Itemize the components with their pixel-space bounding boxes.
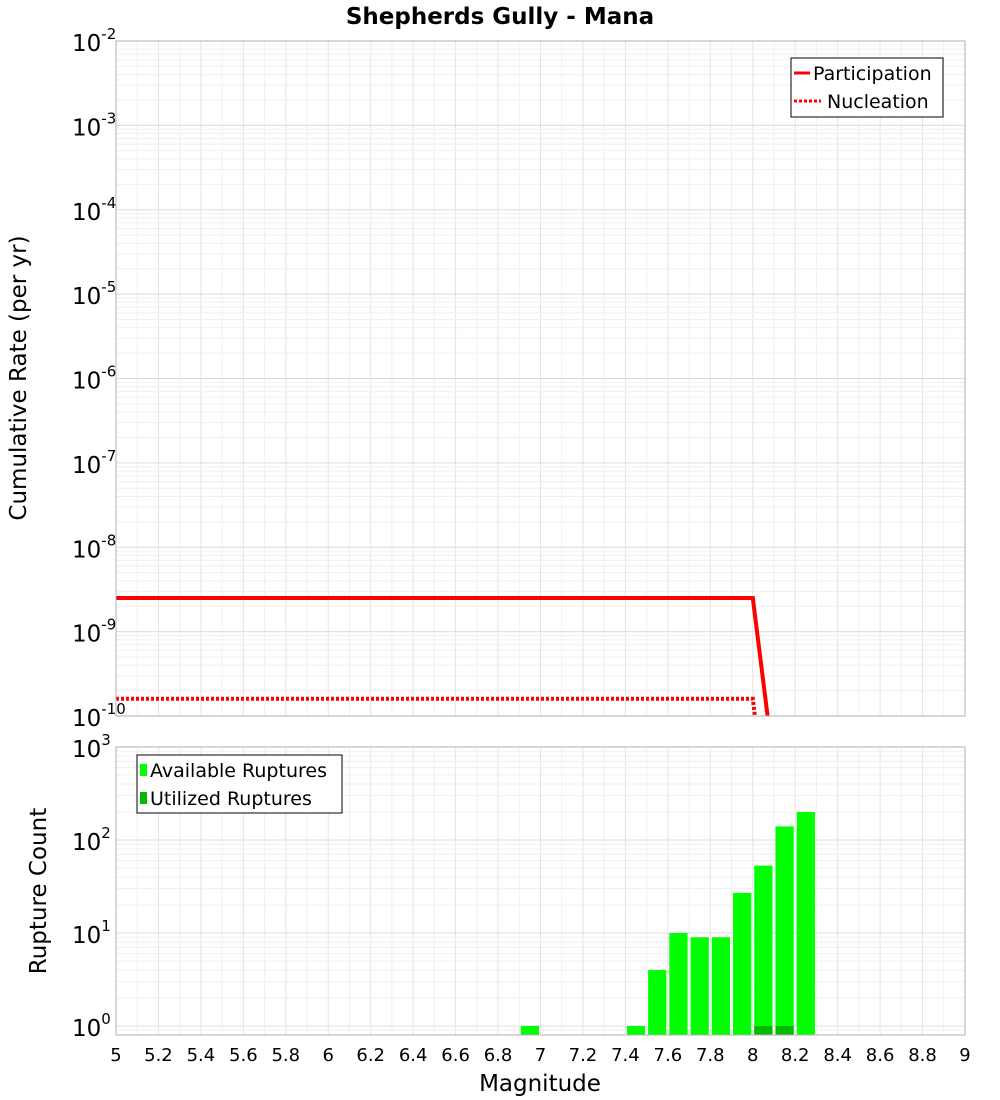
available-rupture-bar: [711, 937, 731, 1035]
rate-y-tick-label: 10-5: [72, 278, 116, 310]
x-tick-label: 8: [747, 1045, 758, 1066]
available-rupture-bar: [796, 812, 815, 1035]
legend-available-label: Available Ruptures: [150, 760, 327, 782]
x-tick-label: 8.4: [823, 1045, 852, 1066]
rate-y-tick-label: 10-8: [72, 531, 116, 563]
available-rupture-bar: [520, 1025, 539, 1035]
series-line-nucleation: [116, 696, 757, 716]
available-rupture-bar: [733, 892, 752, 1035]
legend-utilized-label: Utilized Ruptures: [150, 788, 312, 810]
rate-legend-box: [790, 57, 944, 118]
x-tick-label: 6.2: [356, 1045, 385, 1066]
rate-y-tick-label: 10-2: [72, 25, 116, 57]
x-tick-label: 7: [535, 1045, 546, 1066]
rate-y-tick-label: 10-6: [72, 363, 116, 395]
rate-y-tick-label: 10-9: [72, 616, 116, 648]
x-tick-label: 5.4: [187, 1045, 216, 1066]
x-tick-label: 5.8: [271, 1045, 300, 1066]
x-axis-label: Magnitude: [479, 1071, 601, 1097]
x-tick-label: 6: [323, 1045, 334, 1066]
x-tick-label: 7.4: [611, 1045, 640, 1066]
utilized-rupture-bar: [754, 1025, 773, 1035]
rate-plot-frame: [115, 40, 966, 717]
count-y-axis-label: Rupture Count: [26, 808, 52, 974]
x-tick-label: 7.2: [569, 1045, 598, 1066]
rate-y-tick-label: 10-7: [72, 447, 116, 479]
count-legend-box: [136, 754, 343, 814]
x-tick-label: 6.6: [441, 1045, 470, 1066]
available-rupture-bar: [648, 969, 667, 1035]
x-tick-label: 8.8: [908, 1045, 937, 1066]
legend-participation-label: Participation: [813, 63, 932, 85]
legend-available-swatch: [140, 764, 147, 776]
rate-y-tick-label: 10-4: [72, 194, 116, 226]
rate-plot-panel: 10-10 10-9 10-8 10-7 10-6 10-5 10-4 10-3 10-2: [72, 25, 966, 732]
x-tick-label: 5.6: [229, 1045, 258, 1066]
count-y-tick-label: 100: [72, 1010, 111, 1042]
available-rupture-bar: [669, 932, 688, 1035]
rate-y-tick-label: 10-3: [72, 109, 116, 141]
x-tick-label: 7.6: [654, 1045, 683, 1066]
available-rupture-bar: [754, 865, 773, 1035]
count-y-tick-label: 103: [72, 731, 111, 763]
x-tick-label: 5: [110, 1045, 121, 1066]
available-rupture-bar: [626, 1025, 646, 1035]
x-tick-label: 6.8: [484, 1045, 513, 1066]
chart-title: Shepherds Gully - Mana: [346, 4, 654, 30]
count-plot-frame: [115, 746, 966, 1036]
rate-legend: Participation Nucleation: [790, 57, 944, 118]
count-legend: Available Ruptures Utilized Ruptures: [136, 754, 343, 814]
legend-utilized-swatch: [140, 792, 147, 804]
x-tick-label: 6.4: [399, 1045, 428, 1066]
available-rupture-bar: [690, 937, 709, 1035]
legend-nucleation-label: Nucleation: [827, 91, 929, 113]
count-y-tick-label: 101: [72, 917, 111, 949]
rate-y-axis-label: Cumulative Rate (per yr): [6, 235, 32, 520]
x-tick-label: 8.2: [781, 1045, 810, 1066]
count-y-tick-label: 102: [72, 824, 111, 856]
x-tick-label: 9: [959, 1045, 970, 1066]
series-line-participation: [116, 596, 770, 716]
x-tick-label: 5.2: [144, 1045, 173, 1066]
x-tick-label: 8.6: [866, 1045, 895, 1066]
x-tick-label: 7.8: [696, 1045, 725, 1066]
rate-y-tick-label: 10-10: [72, 700, 126, 732]
utilized-rupture-bar: [775, 1025, 794, 1035]
available-rupture-bar: [775, 826, 794, 1035]
